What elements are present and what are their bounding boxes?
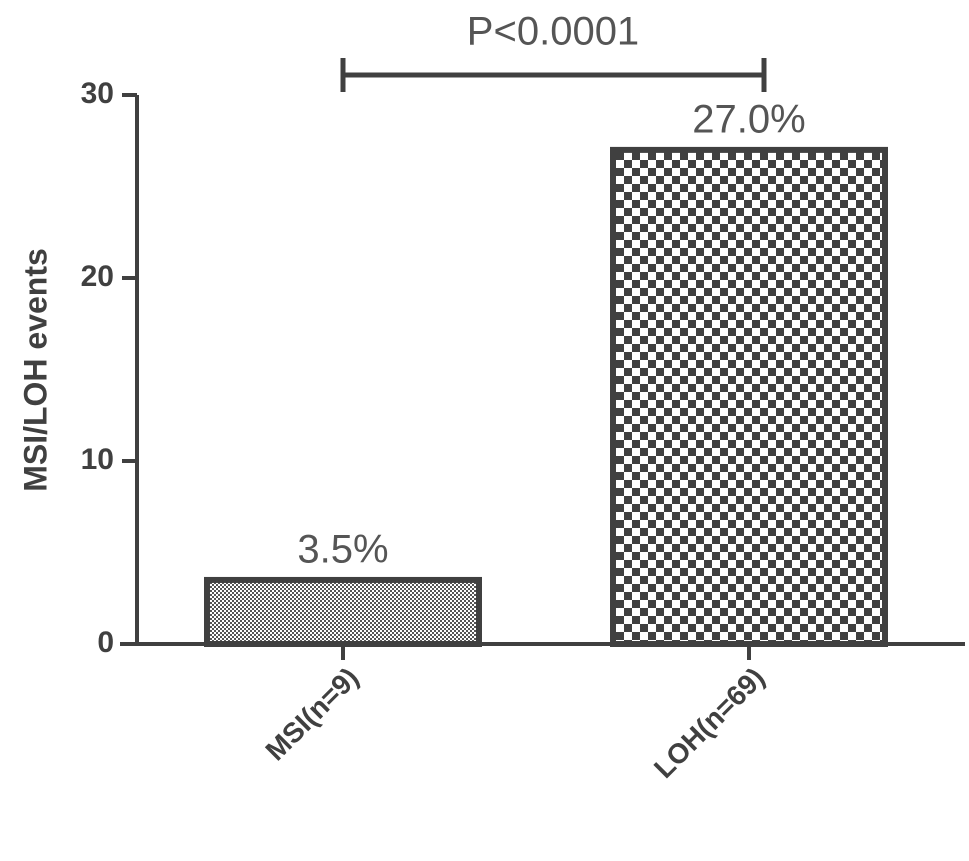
y-tick-label: 10 [81,443,114,476]
bar [610,146,888,647]
value-label: 27.0% [692,97,805,141]
y-tick-label: 30 [81,77,114,110]
y-tick-label: 20 [81,260,114,293]
bar [204,576,482,648]
significance-bracket [340,58,767,92]
x-tick-label: MSI(n=9) [259,662,364,767]
y-axis-label: MSI/LOH events [17,248,53,492]
y-tick-label: 0 [97,626,114,659]
x-tick-label: LOH(n=69) [648,662,771,785]
value-label: 3.5% [297,528,388,572]
annotation: P<0.0001 [467,10,639,54]
